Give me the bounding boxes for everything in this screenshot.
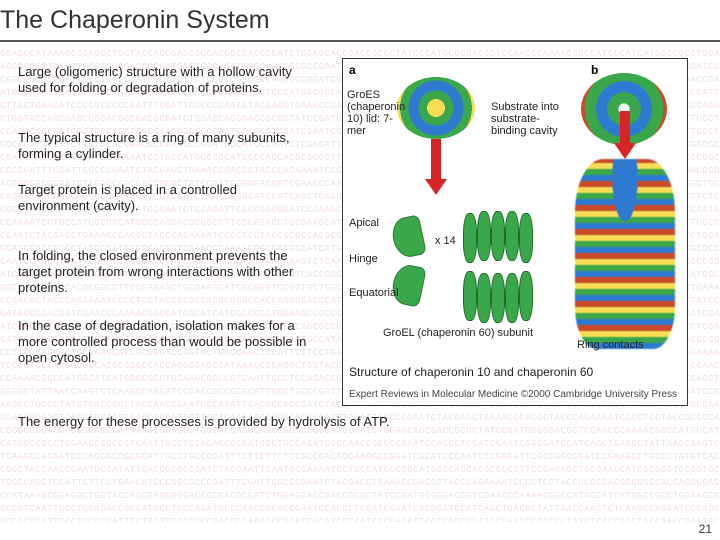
arrow-down-right: [620, 111, 630, 145]
substrate-label: Substrate into substrate-binding cavity: [491, 101, 569, 137]
title-underline: [0, 40, 720, 42]
figure-panel: a b GroES (chaperonin 10) lid: 7-mer Sub…: [342, 58, 688, 406]
groel-subunit-label: GroEL (chaperonin 60) subunit: [383, 327, 533, 339]
paragraph-2: The typical structure is a ring of many …: [18, 130, 308, 162]
figure-source: Expert Reviews in Molecular Medicine ©20…: [349, 389, 681, 401]
hinge-label: Hinge: [349, 253, 378, 265]
paragraph-5: In the case of degradation, isolation ma…: [18, 318, 308, 366]
groel-barrel-icon: [463, 211, 533, 329]
figure-caption: Structure of chaperonin 10 and chaperoni…: [349, 365, 593, 379]
equatorial-label: Equatorial: [349, 287, 399, 299]
page-title: The Chaperonin System: [0, 6, 270, 35]
groel-structure-icon: [575, 159, 675, 349]
arrow-down-left-head: [425, 179, 447, 195]
x14-label: x 14: [435, 235, 456, 247]
arrow-down-right-head: [614, 143, 636, 159]
panel-label-a: a: [349, 63, 356, 77]
groes-label: GroES (chaperonin 10) lid: 7-mer: [347, 89, 395, 137]
apical-label: Apical: [349, 217, 379, 229]
panel-label-b: b: [591, 63, 598, 77]
paragraph-3: Target protein is placed in a controlled…: [18, 182, 308, 214]
paragraph-6: The energy for these processes is provid…: [18, 414, 578, 430]
paragraph-4: In folding, the closed environment preve…: [18, 248, 308, 296]
paragraph-1: Large (oligomeric) structure with a holl…: [18, 64, 308, 96]
page-number: 21: [699, 522, 712, 536]
groes-top-view-icon: [397, 77, 475, 139]
arrow-down-left: [431, 139, 441, 181]
ring-contacts-label: Ring contacts: [577, 339, 644, 351]
